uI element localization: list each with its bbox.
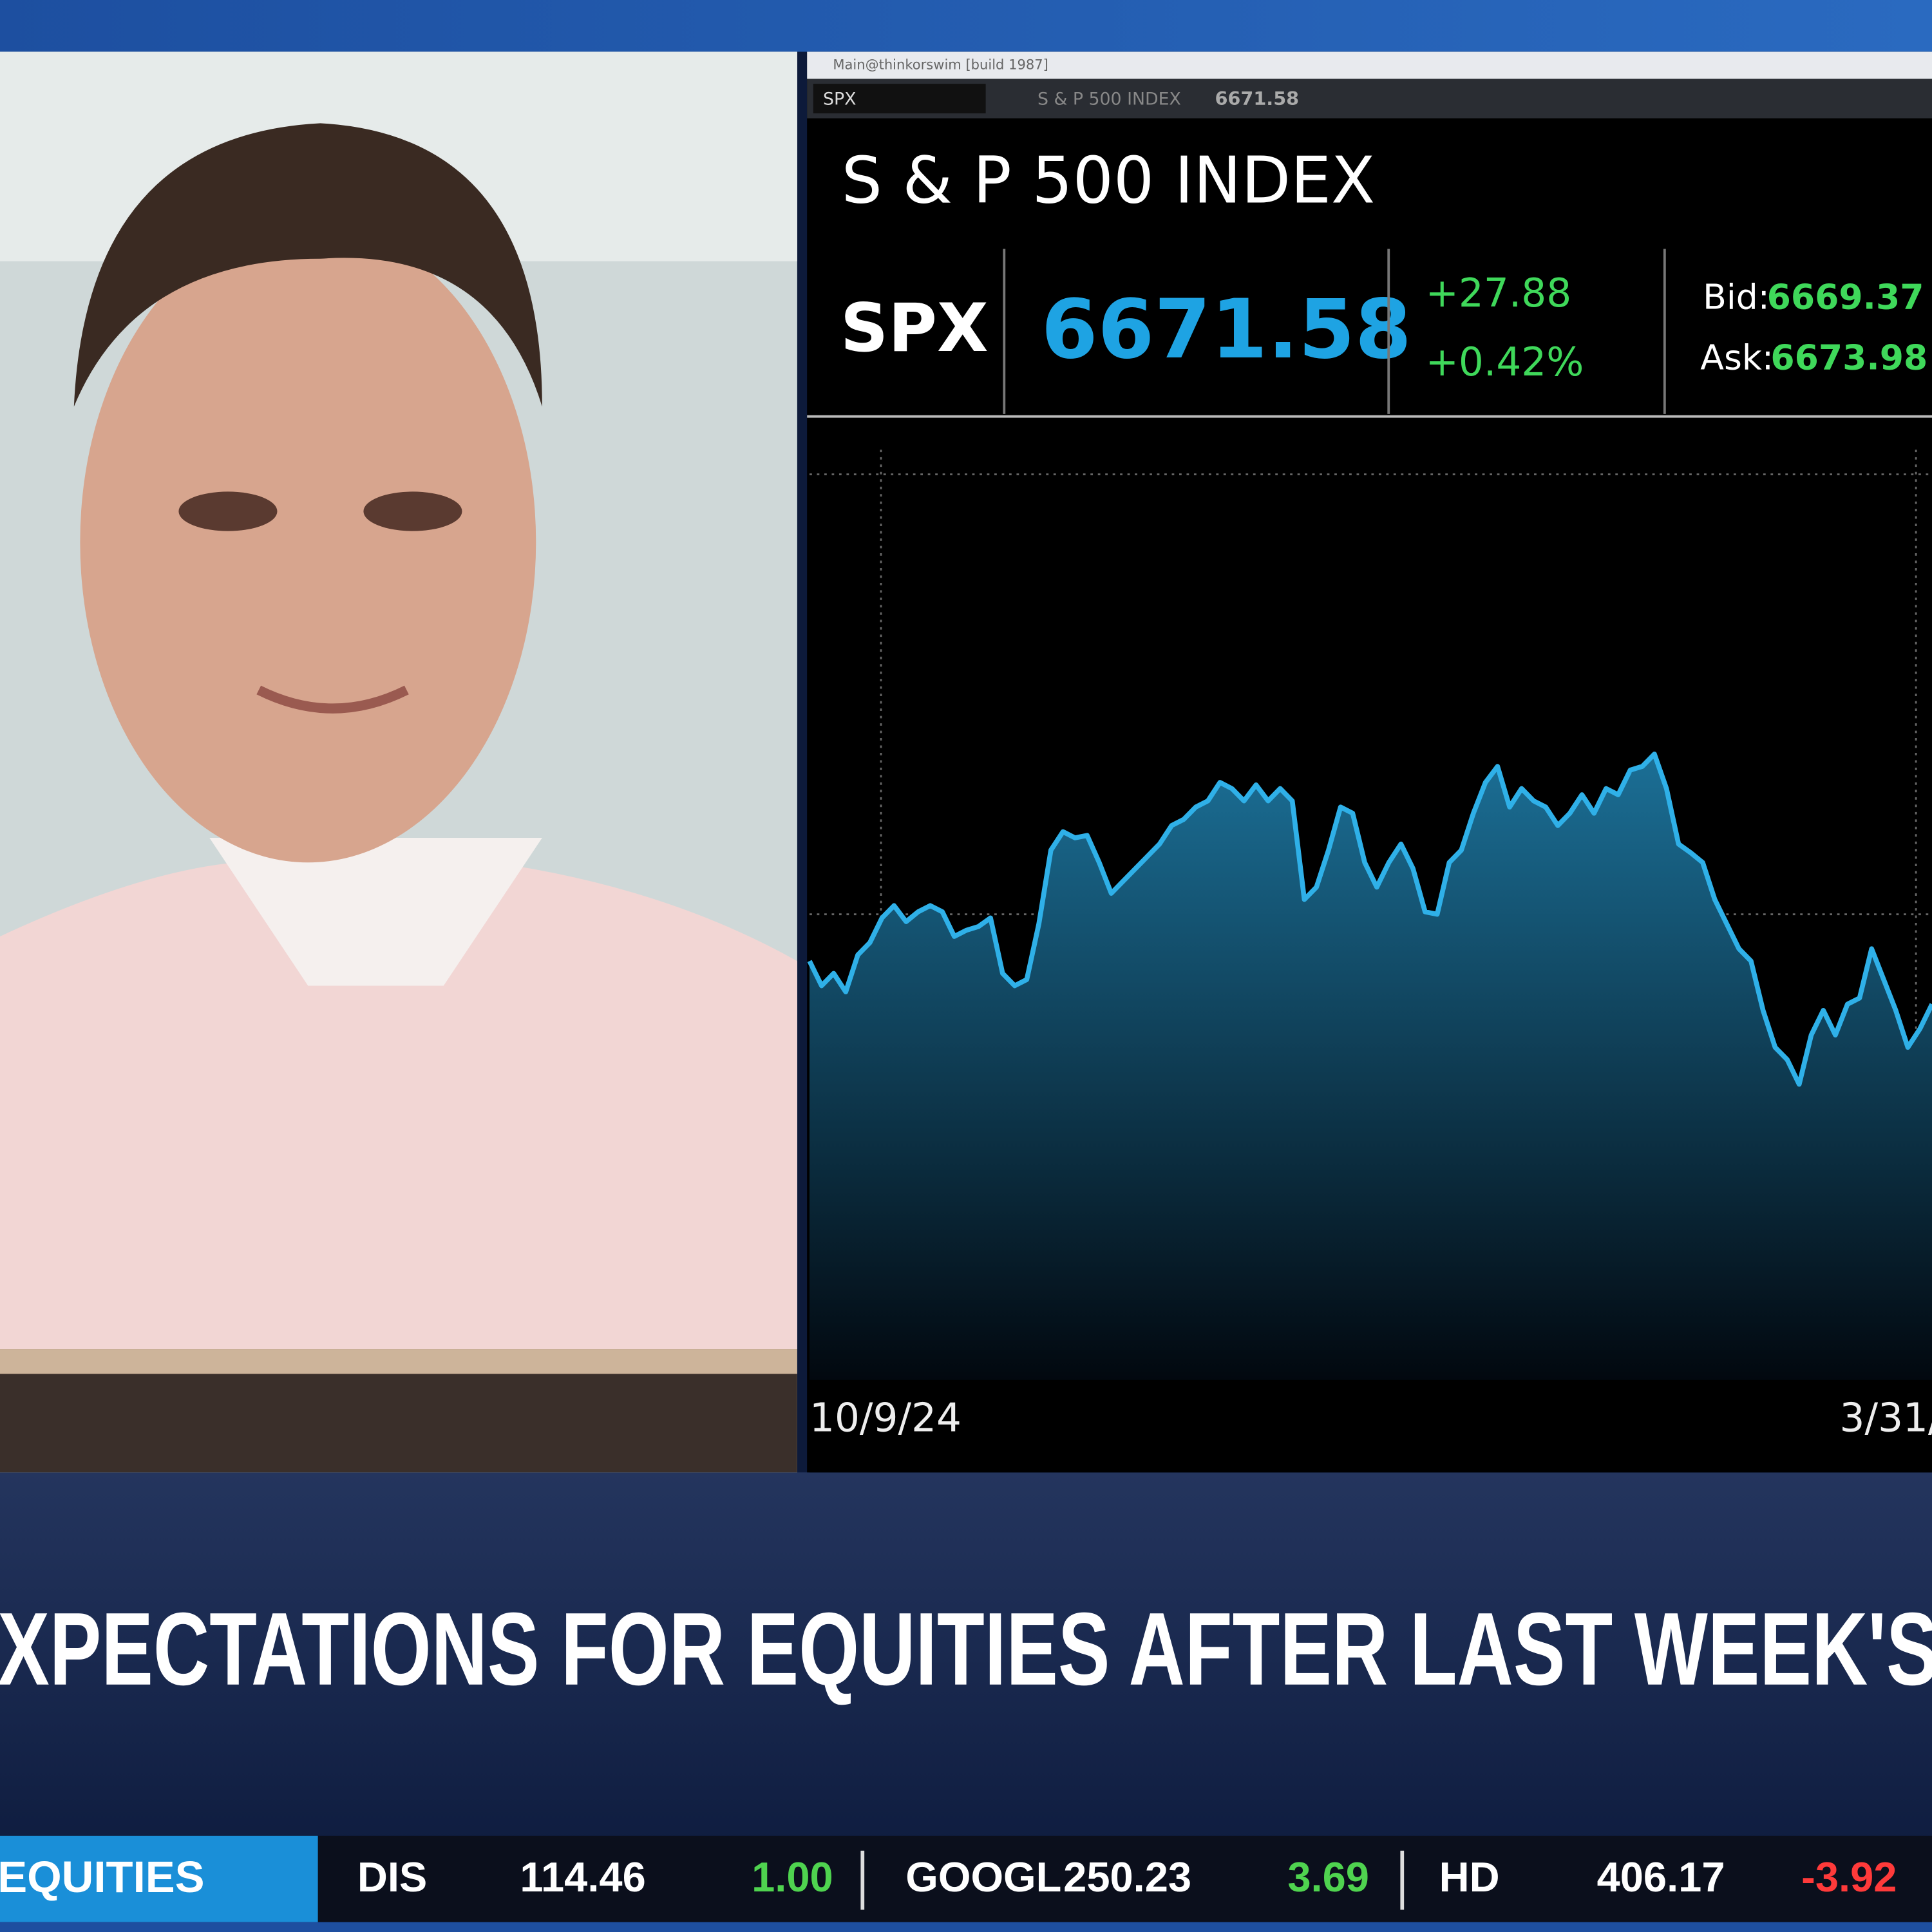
quote-change-percent: +0.42% [1426, 339, 1584, 385]
ticker-price: 114.46 [520, 1853, 645, 1900]
bid-value: 6669.37 [1767, 277, 1924, 317]
quote-title: S & P 500 INDEX [842, 144, 1375, 218]
ask-value: 6673.98 [1770, 337, 1927, 377]
toolbar [807, 79, 1932, 118]
window-titlebar [807, 52, 1932, 79]
ticker-items: DIS 114.46 1.00 GOOGL 250.23 3.69 HD 406.17 -3.9… [357, 1850, 1897, 1910]
ticker-price: 250.23 [1063, 1853, 1191, 1900]
quote-last: 6671.58 [1041, 282, 1412, 377]
ticker-symbol: HD [1439, 1853, 1500, 1900]
price-line [807, 752, 1932, 1087]
x-axis-band [810, 1379, 1932, 1473]
price-chart: 10/9/24 3/31/ [807, 752, 1932, 1473]
window-title: Main@thinkorswim [build 1987] [833, 56, 1048, 72]
symbol-box[interactable] [813, 84, 986, 114]
ticker-bar [0, 1835, 1932, 1922]
ticker-change: 1.00 [752, 1853, 833, 1900]
x-label: 3/31/ [1840, 1396, 1932, 1441]
ticker-change: -3.92 [1801, 1853, 1897, 1900]
ticker-section-box [0, 1835, 318, 1922]
chart-grid [810, 450, 1932, 1380]
quote-change: +27.88 [1426, 270, 1572, 316]
top-band [0, 0, 1932, 52]
ticker-symbol: DIS [357, 1853, 427, 1900]
bottom-band [0, 1922, 1932, 1932]
x-label: 10/9/24 [810, 1396, 961, 1441]
ticker-price: 406.17 [1597, 1853, 1725, 1900]
price-area [810, 753, 1932, 1380]
quote-dividers [807, 249, 1932, 418]
ask-label: Ask: [1700, 337, 1774, 377]
ticker-symbol: GOOGL [905, 1853, 1061, 1900]
ticker-section: EQUITIES [0, 1852, 205, 1902]
toolbar-symbol: SPX [823, 89, 856, 109]
lower-third [0, 1472, 1932, 1842]
toolbar-last: 6671.58 [1215, 88, 1299, 109]
toolbar-name: S & P 500 INDEX [1037, 89, 1181, 109]
headline: XPECTATIONS FOR EQUITIES AFTER LAST WEEK… [0, 1592, 1932, 1707]
quote-symbol: SPX [840, 290, 989, 367]
guest-video [0, 52, 797, 1473]
ticker-change: 3.69 [1287, 1853, 1369, 1900]
bid-label: Bid: [1703, 277, 1770, 317]
